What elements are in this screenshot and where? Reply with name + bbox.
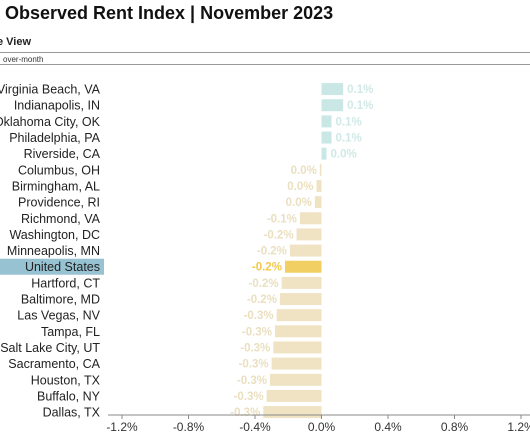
category-label: Houston, TX <box>31 373 101 387</box>
bar[interactable] <box>321 131 332 144</box>
bar[interactable] <box>279 293 322 306</box>
data-label: 0.0% <box>287 181 313 193</box>
category-label: Riverside, CA <box>24 147 101 161</box>
bar[interactable] <box>276 309 322 322</box>
bar[interactable] <box>281 276 322 289</box>
x-tick-label: 0.0% <box>308 420 336 434</box>
category-label: Hartford, CT <box>31 276 100 290</box>
bar[interactable] <box>269 373 322 386</box>
data-label: -0.3% <box>240 342 270 354</box>
data-label: -0.3% <box>237 375 267 387</box>
bar[interactable] <box>274 325 322 338</box>
data-label: 0.0% <box>330 149 356 161</box>
data-label: -0.2% <box>252 262 282 274</box>
bar[interactable] <box>321 147 327 160</box>
category-label: Richmond, VA <box>21 212 101 226</box>
category-label: Dallas, TX <box>43 406 101 420</box>
bar[interactable] <box>299 212 322 225</box>
x-tick-label: -0.4% <box>239 420 271 434</box>
bar[interactable] <box>319 163 322 176</box>
bar[interactable] <box>314 196 322 209</box>
category-label: United States <box>25 260 100 274</box>
data-label: -0.2% <box>247 294 277 306</box>
bar[interactable] <box>284 260 322 273</box>
category-label: Salt Lake City, UT <box>0 341 100 355</box>
x-tick-label: 0.4% <box>374 420 402 434</box>
category-label: Birmingham, AL <box>12 179 100 193</box>
x-tick-label: 1.2% <box>507 420 530 434</box>
x-tick-label: -1.2% <box>106 420 138 434</box>
bar[interactable] <box>296 228 322 241</box>
bar[interactable] <box>321 99 344 112</box>
category-label: Columbus, OH <box>18 163 100 177</box>
x-tick-label: -0.8% <box>173 420 205 434</box>
bar[interactable] <box>271 357 322 370</box>
category-label: Indianapolis, IN <box>14 99 100 113</box>
data-label: -0.3% <box>244 310 274 322</box>
category-label: Providence, RI <box>18 196 100 210</box>
category-label: Baltimore, MD <box>21 293 100 307</box>
data-label: 0.1% <box>347 84 373 96</box>
category-label: Sacramento, CA <box>8 357 100 371</box>
data-label: -0.1% <box>267 213 297 225</box>
category-label: Philadelphia, PA <box>9 131 100 145</box>
page-title: w Observed Rent Index | November 2023 <box>0 3 334 23</box>
rent-change-bar-chart: Virginia Beach, VA 0.1% Indianapolis, IN 0.… <box>0 83 530 434</box>
data-label: -0.2% <box>249 278 279 290</box>
data-label: -0.3% <box>234 391 264 403</box>
bar[interactable] <box>321 115 332 128</box>
data-label: 0.1% <box>335 133 361 145</box>
category-label: Virginia Beach, VA <box>0 83 101 97</box>
data-label: -0.3% <box>242 326 272 338</box>
view-selector-dropdown[interactable]: over-month <box>0 52 530 65</box>
highlight-row-background <box>0 258 104 275</box>
bar[interactable] <box>289 244 322 257</box>
data-label: -0.2% <box>257 246 287 258</box>
category-label: Washington, DC <box>9 228 100 242</box>
data-label: 0.1% <box>335 116 361 128</box>
category-label: Buffalo, NY <box>37 389 101 403</box>
data-label: -0.3% <box>239 359 269 371</box>
data-label: 0.0% <box>291 165 317 177</box>
bar[interactable] <box>273 341 322 354</box>
data-label: -0.2% <box>264 229 294 241</box>
bar[interactable] <box>316 179 322 192</box>
bar[interactable] <box>263 406 322 419</box>
bar[interactable] <box>321 83 344 96</box>
category-label: Las Vegas, NV <box>17 309 100 323</box>
bar[interactable] <box>266 389 322 402</box>
data-label: -0.3% <box>230 407 260 419</box>
view-selector-label: e View <box>0 36 32 48</box>
category-label: Oklahoma City, OK <box>0 115 101 129</box>
category-label: Tampa, FL <box>41 325 100 339</box>
x-tick-label: 0.8% <box>441 420 469 434</box>
data-label: 0.0% <box>286 197 312 209</box>
data-label: 0.1% <box>347 100 373 112</box>
category-label: Minneapolis, MN <box>7 244 100 258</box>
